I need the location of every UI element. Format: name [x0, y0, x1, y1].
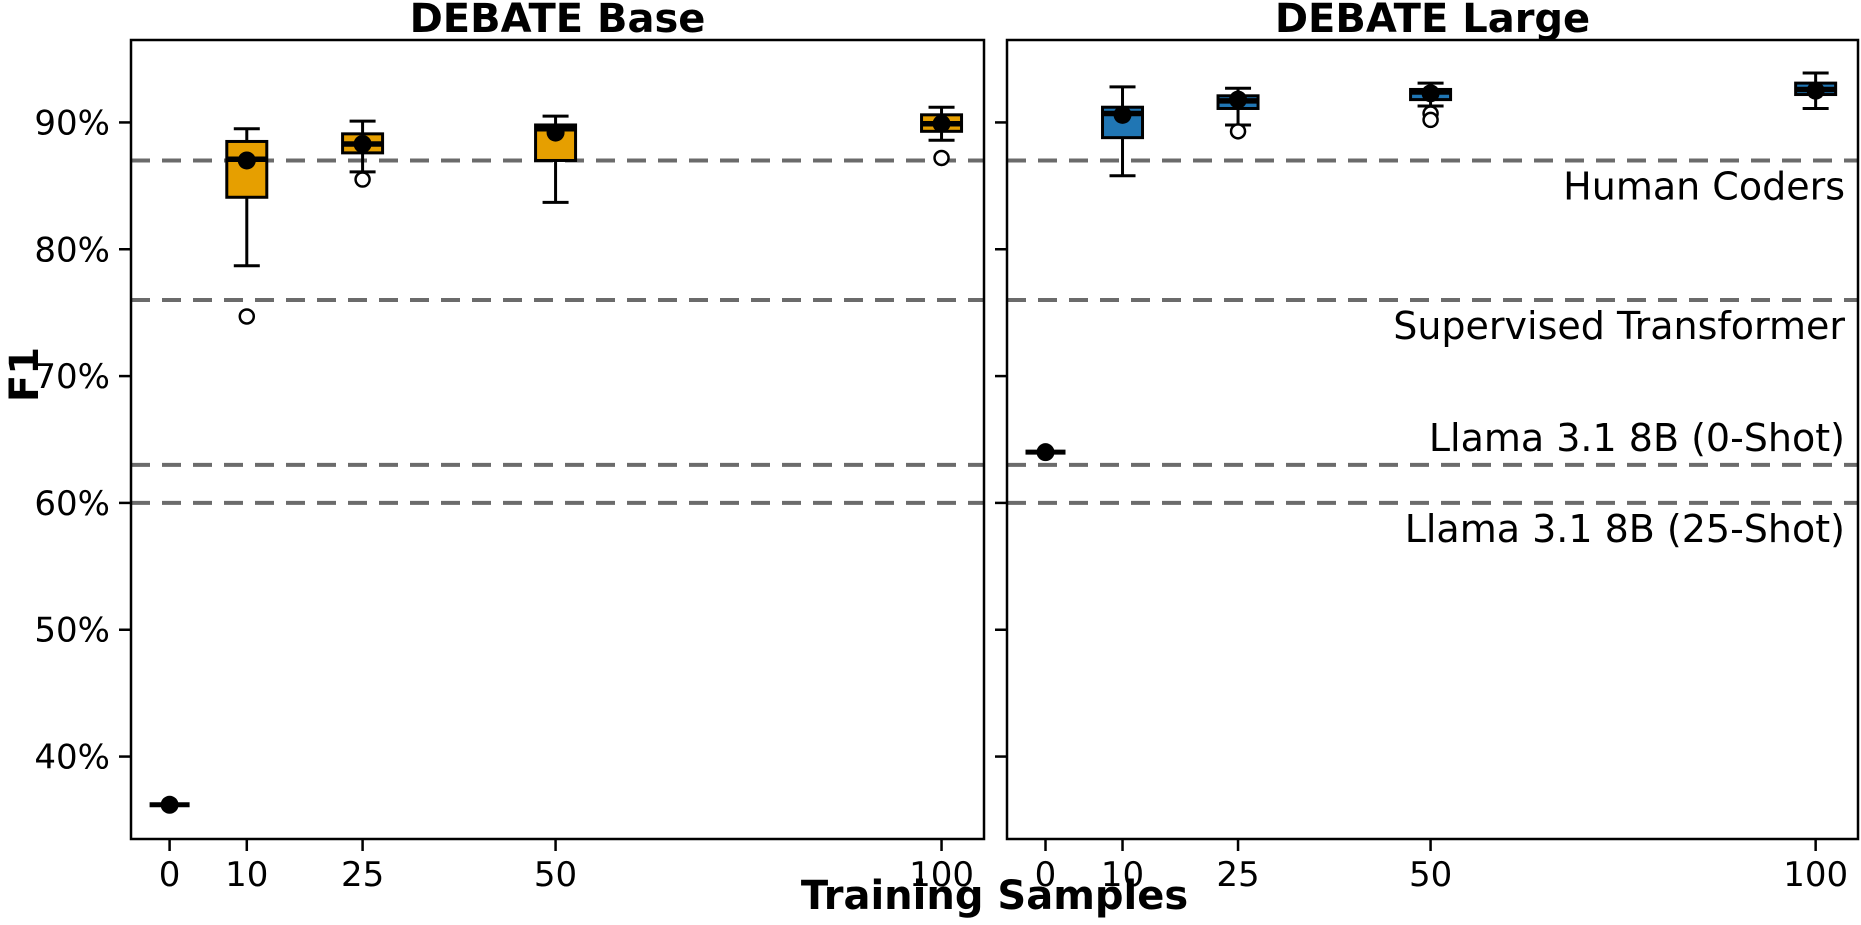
y-tick-label-80: 80%: [34, 230, 110, 270]
y-tick-label-40: 40%: [34, 738, 110, 778]
x-tick-label-debate-large-100: 100: [1783, 855, 1848, 895]
x-tick-label-debate-base-10: 10: [225, 855, 268, 895]
boxplot-debate-base-n10-mean-dot: [237, 151, 256, 170]
boxplot-debate-base-n100-outlier-0: [933, 149, 950, 167]
x-tick-label-debate-base-25: 25: [341, 855, 384, 895]
boxplot-debate-base-n100-mean-dot: [932, 114, 951, 133]
boxplot-debate-large-n0-mean-dot: [1036, 443, 1055, 462]
panel-border-debate-large: [1005, 38, 1860, 841]
boxplot-debate-base-n0-mean-dot: [160, 795, 179, 814]
boxplot-debate-large-n100-mean-dot: [1806, 81, 1825, 100]
x-tick-label-debate-base-100: 100: [909, 855, 974, 895]
boxplot-debate-large-n25-mean-dot: [1229, 90, 1248, 109]
boxplot-debate-base-n50-mean-dot: [546, 123, 565, 142]
panel-title-debate-base: DEBATE Base: [410, 0, 706, 42]
y-tick-label-90: 90%: [34, 103, 110, 143]
x-tick-label-debate-large-10: 10: [1101, 855, 1144, 895]
boxplot-debate-large-n10-mean-dot: [1113, 105, 1132, 124]
y-tick-label-60: 60%: [34, 484, 110, 524]
x-tick-label-debate-base-0: 0: [159, 855, 181, 895]
boxplot-debate-base-n10-outlier-0: [238, 308, 256, 325]
y-axis-title: F1: [2, 347, 48, 402]
y-tick-label-50: 50%: [34, 611, 110, 651]
boxplot-debate-base-n25-outlier-0: [354, 171, 371, 188]
boxplot-debate-large-n50-outlier-1: [1422, 111, 1439, 129]
boxplot-debate-large-n25-outlier-0: [1229, 123, 1247, 140]
x-axis-title: Training Samples: [801, 873, 1188, 919]
x-tick-label-debate-large-50: 50: [1409, 855, 1452, 895]
x-tick-label-debate-base-50: 50: [534, 855, 577, 895]
panel-title-debate-large: DEBATE Large: [1275, 0, 1590, 42]
x-tick-label-debate-large-0: 0: [1035, 855, 1057, 895]
reference-label-llama-3-1-8b-0-shot-: Llama 3.1 8B (0-Shot): [1429, 416, 1845, 460]
boxplot-debate-large-n50-mean-dot: [1421, 84, 1440, 103]
x-tick-label-debate-large-25: 25: [1216, 855, 1259, 895]
y-tick-label-70: 70%: [34, 357, 110, 397]
boxplot-debate-base-n25-mean-dot: [353, 134, 372, 153]
reference-label-human-coders: Human Coders: [1563, 164, 1845, 208]
reference-label-llama-3-1-8b-25-shot-: Llama 3.1 8B (25-Shot): [1405, 507, 1845, 551]
panel-border-debate-base: [129, 38, 986, 841]
reference-label-supervised-transformer: Supervised Transformer: [1393, 304, 1845, 348]
